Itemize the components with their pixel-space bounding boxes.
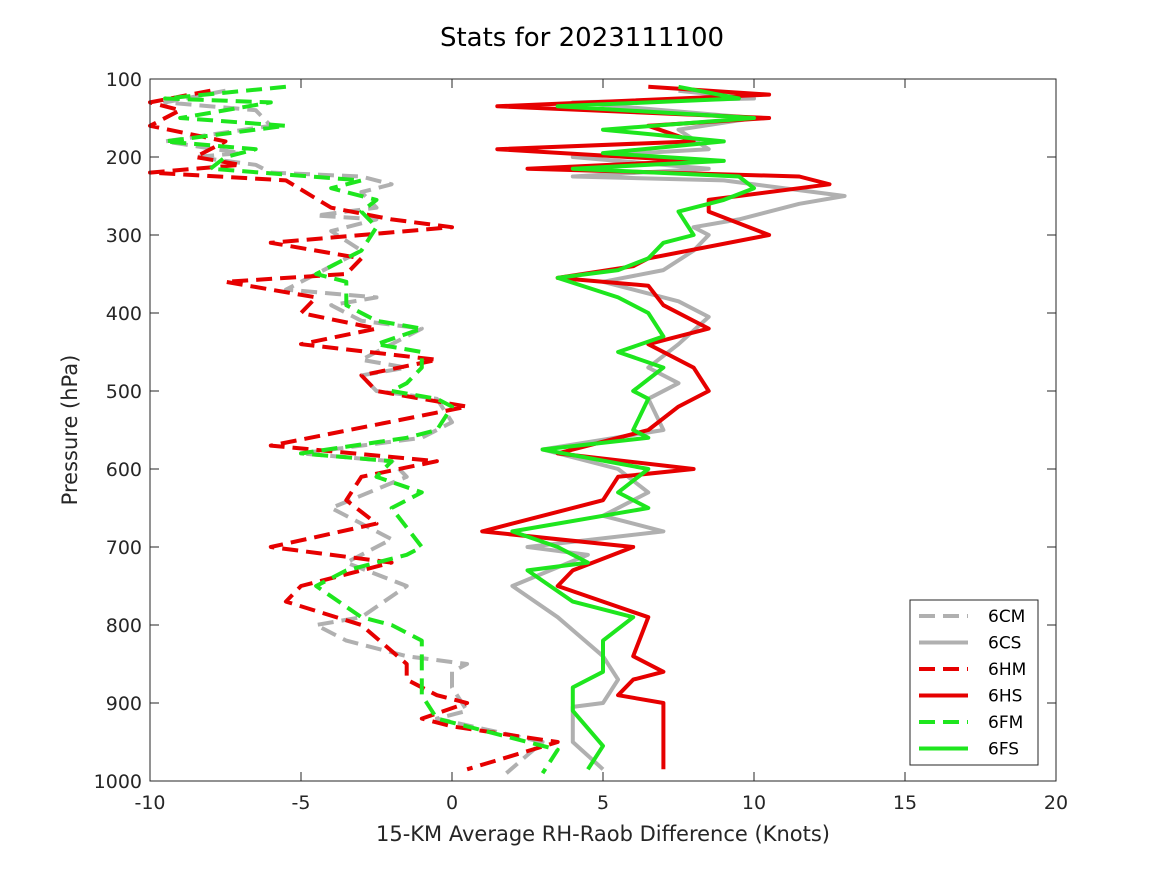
- y-tick-label: 1000: [94, 771, 142, 793]
- legend: 6CM 6CS 6HM 6HS 6FM 6FS: [909, 599, 1039, 766]
- y-tick-label: 600: [106, 459, 142, 481]
- legend-label-6hm: 6HM: [988, 660, 1026, 680]
- y-axis-label: Pressure (hPa): [58, 355, 82, 506]
- legend-box: [909, 599, 1039, 766]
- y-tick-label: 200: [106, 147, 142, 169]
- x-axis-label: 15-KM Average RH-Raob Difference (Knots): [376, 822, 830, 846]
- y-tick-label: 300: [106, 225, 142, 247]
- series-line-6cm: [163, 88, 545, 775]
- y-axis: 100 200 300 400 500 600 700 800 900 1000: [94, 69, 1056, 793]
- series-line-6fm: [163, 84, 560, 775]
- legend-label-6cs: 6CS: [988, 634, 1021, 654]
- legend-label-6fm: 6FM: [988, 713, 1023, 733]
- x-tick-label: 0: [446, 792, 458, 814]
- x-tick-label: 5: [597, 792, 609, 814]
- x-axis: -10 -5 0 5 10 15 20: [134, 79, 1068, 814]
- y-tick-label: 700: [106, 537, 142, 559]
- legend-label-6hs: 6HS: [988, 687, 1022, 707]
- x-tick-label: 15: [893, 792, 917, 814]
- y-tick-label: 100: [106, 69, 142, 91]
- y-tick-label: 800: [106, 615, 142, 637]
- x-tick-label: -5: [292, 792, 311, 814]
- x-tick-label: -10: [134, 792, 165, 814]
- legend-label-6fs: 6FS: [988, 740, 1019, 760]
- series-line-6fs: [510, 84, 756, 771]
- series-line-6hs: [480, 84, 832, 770]
- plot-area: [148, 84, 847, 775]
- y-tick-label: 900: [106, 693, 142, 715]
- x-tick-label: 10: [742, 792, 766, 814]
- legend-label-6cm: 6CM: [988, 607, 1025, 627]
- series-line-6hm: [148, 88, 560, 772]
- x-tick-label: 20: [1044, 792, 1068, 814]
- y-tick-label: 500: [106, 381, 142, 403]
- chart-title: Stats for 2023111100: [440, 23, 724, 53]
- y-tick-label: 400: [106, 303, 142, 325]
